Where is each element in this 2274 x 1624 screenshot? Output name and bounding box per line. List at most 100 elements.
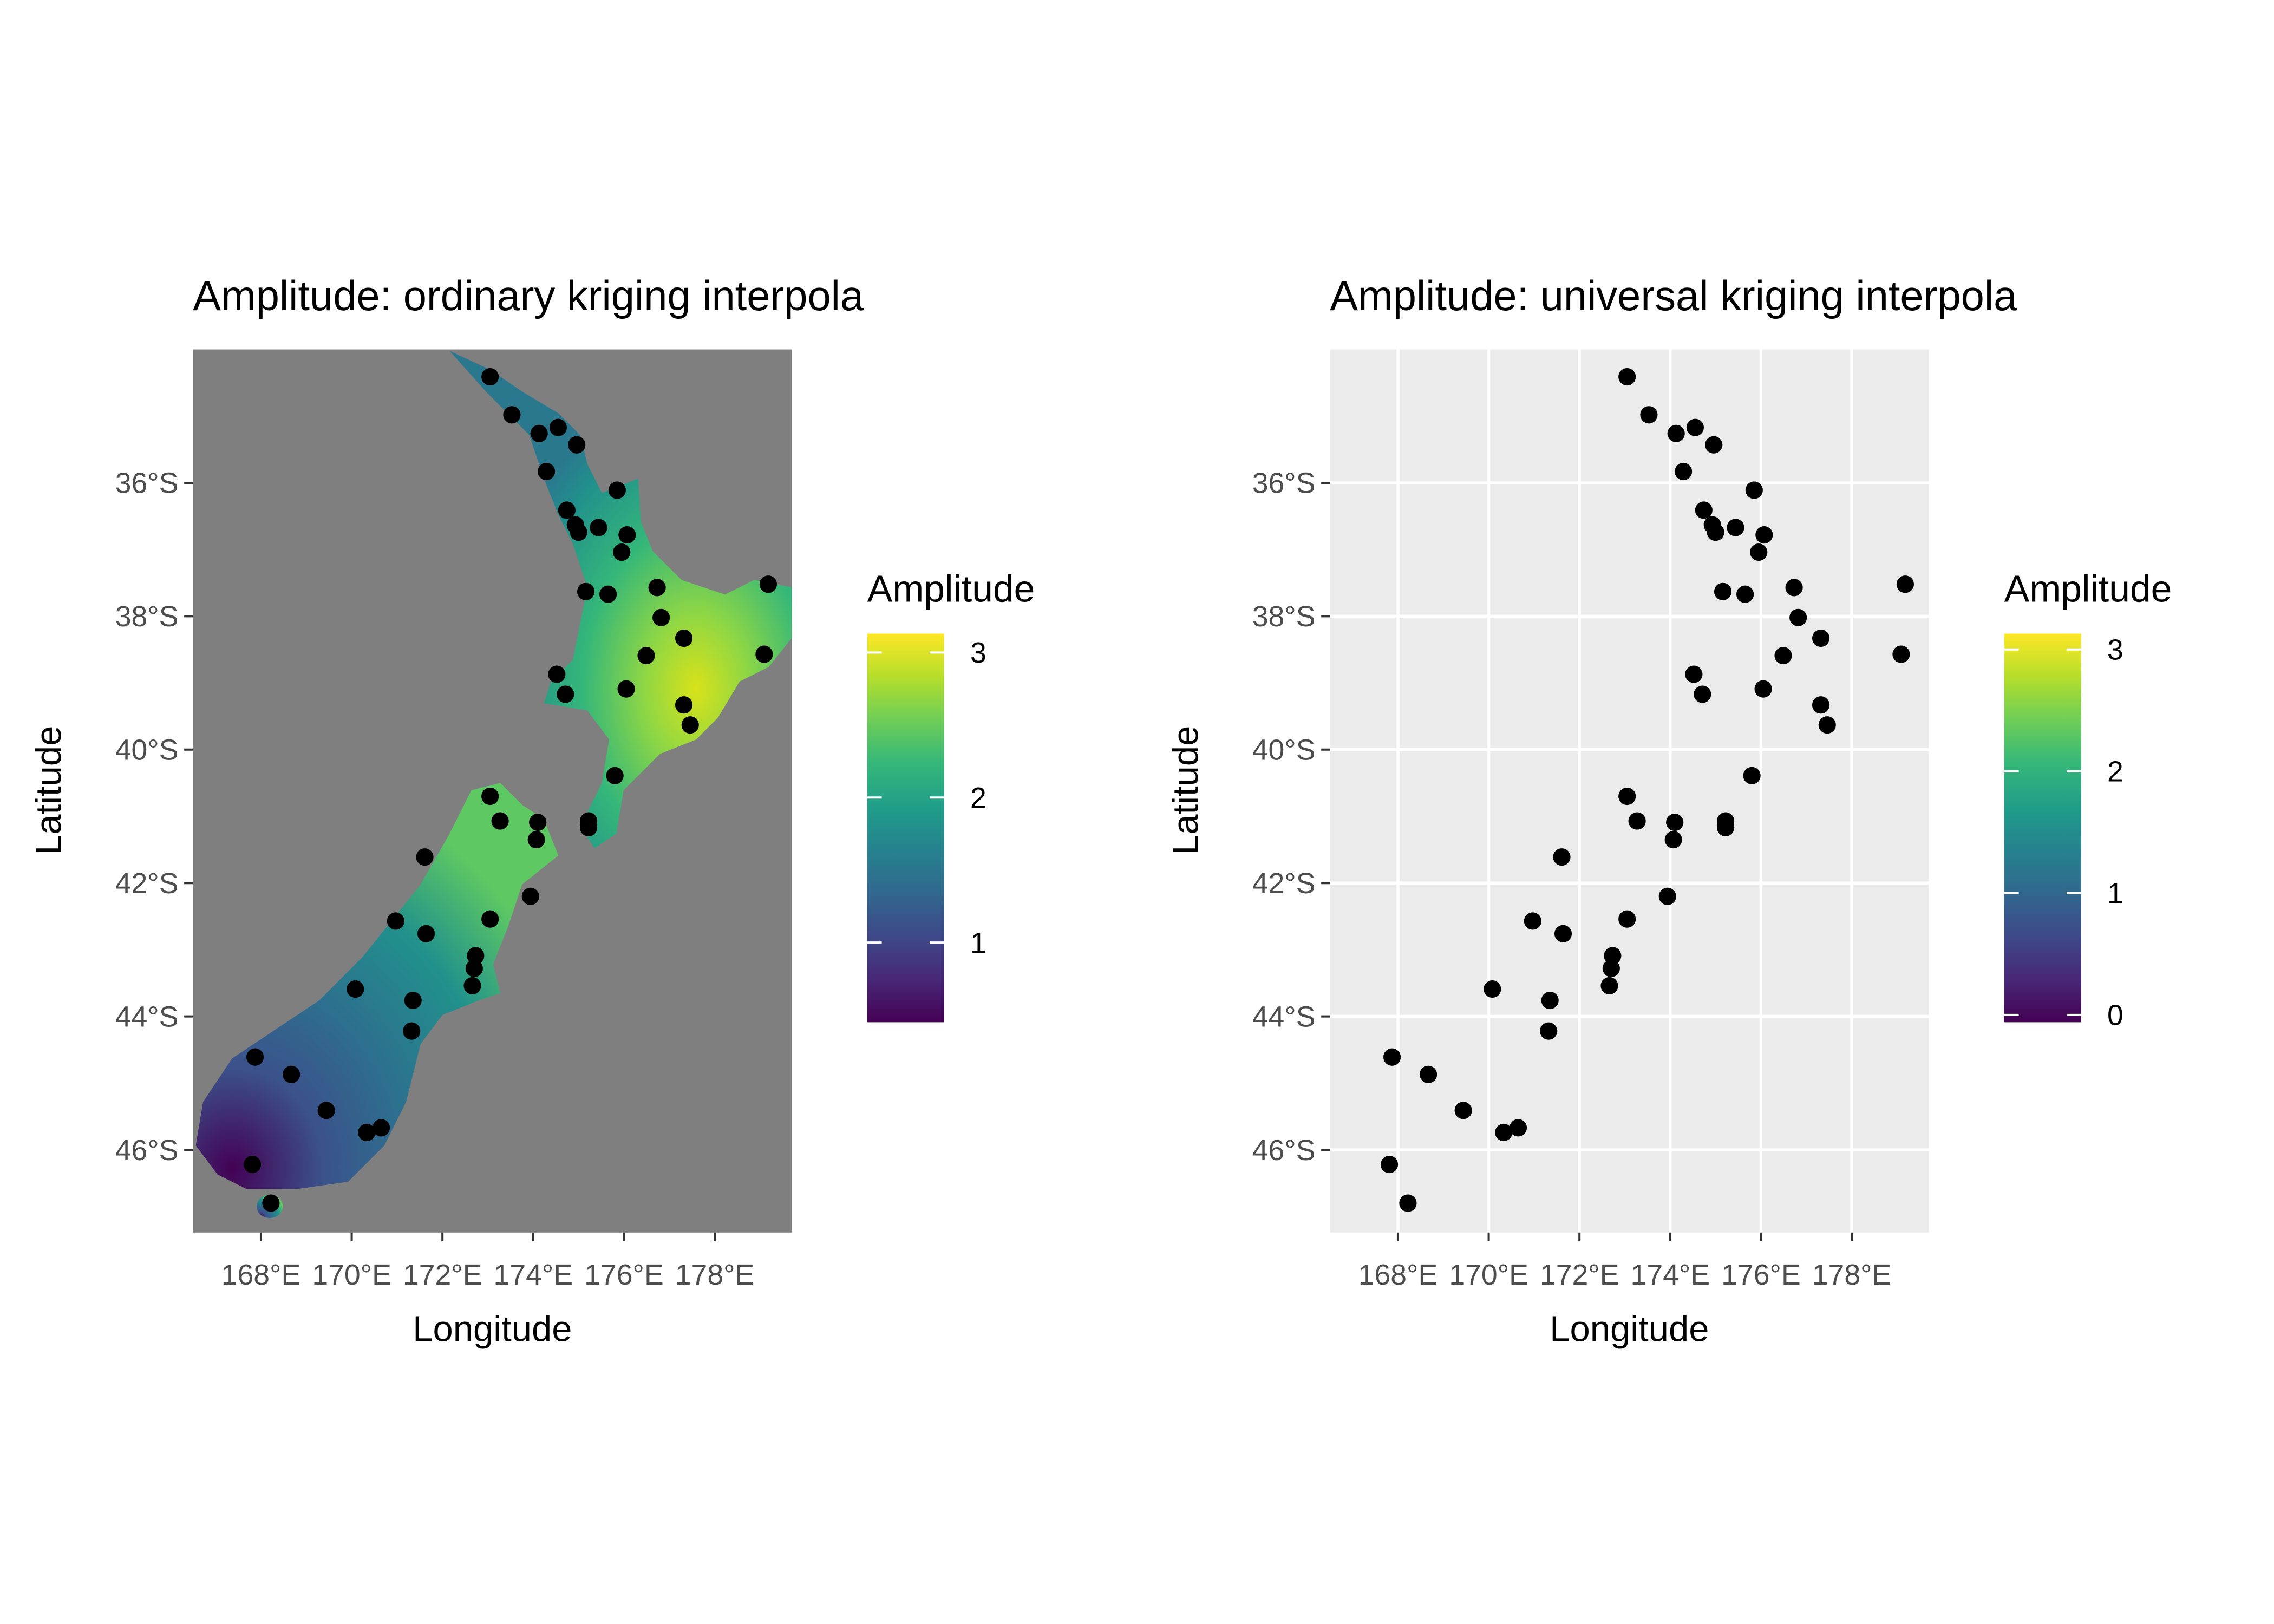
station-point bbox=[416, 848, 434, 866]
station-point bbox=[527, 831, 545, 849]
station-point bbox=[599, 585, 617, 603]
legend-label: 2 bbox=[970, 782, 986, 814]
station-point bbox=[548, 665, 566, 683]
station-point bbox=[1818, 716, 1836, 734]
y-tick-label: 40°S bbox=[1252, 735, 1316, 767]
station-point bbox=[283, 1065, 300, 1083]
station-point bbox=[613, 543, 631, 561]
station-point bbox=[755, 645, 773, 663]
station-point bbox=[648, 579, 666, 597]
station-point bbox=[1694, 685, 1711, 703]
station-point bbox=[1789, 608, 1807, 626]
station-point bbox=[557, 685, 574, 703]
y-tick-label: 36°S bbox=[115, 468, 179, 500]
station-point bbox=[1383, 1048, 1401, 1066]
station-point bbox=[652, 608, 670, 626]
x-tick-label: 170°E bbox=[312, 1259, 391, 1291]
station-point bbox=[1667, 424, 1685, 442]
y-tick-label: 38°S bbox=[1252, 601, 1316, 633]
station-point bbox=[463, 977, 481, 994]
station-point bbox=[1812, 696, 1830, 714]
station-point bbox=[1524, 912, 1541, 930]
station-point bbox=[491, 812, 509, 830]
station-point bbox=[1399, 1194, 1417, 1212]
station-point bbox=[1754, 680, 1772, 698]
station-point bbox=[1664, 831, 1682, 849]
station-point bbox=[465, 959, 483, 977]
station-point bbox=[637, 646, 655, 665]
legend-colorbar bbox=[867, 633, 944, 1023]
station-point bbox=[1755, 526, 1773, 544]
legend-label: 0 bbox=[2107, 1000, 2123, 1032]
station-point bbox=[577, 582, 595, 600]
x-axis-label: Longitude bbox=[413, 1309, 572, 1350]
station-point bbox=[617, 680, 635, 698]
station-point bbox=[759, 575, 777, 593]
station-point bbox=[549, 418, 567, 436]
station-point bbox=[1736, 585, 1754, 603]
y-tick-label: 44°S bbox=[115, 1001, 179, 1033]
station-point bbox=[1812, 629, 1830, 647]
station-point bbox=[1745, 481, 1763, 499]
station-point bbox=[1495, 1123, 1513, 1142]
station-point bbox=[1628, 812, 1646, 830]
station-point bbox=[1666, 813, 1684, 831]
station-point bbox=[606, 767, 624, 784]
legend-label: 3 bbox=[2107, 634, 2123, 666]
station-point bbox=[347, 980, 364, 998]
y-tick-label: 42°S bbox=[115, 868, 179, 900]
station-point bbox=[262, 1194, 280, 1212]
station-point bbox=[404, 991, 422, 1010]
y-tick-label: 38°S bbox=[115, 601, 179, 633]
x-tick-label: 172°E bbox=[403, 1259, 482, 1291]
x-tick-label: 172°E bbox=[1540, 1259, 1619, 1291]
station-point bbox=[1618, 368, 1636, 386]
station-point bbox=[675, 696, 693, 714]
station-point bbox=[317, 1102, 335, 1119]
station-point bbox=[579, 818, 598, 836]
station-point bbox=[1707, 523, 1724, 541]
station-point bbox=[1685, 665, 1703, 683]
y-axis-label: Latitude bbox=[29, 726, 69, 855]
y-tick-label: 46°S bbox=[115, 1135, 179, 1167]
title-group: Amplitude: ordinary kriging interpola bbox=[193, 273, 864, 319]
y-tick-label: 36°S bbox=[1252, 468, 1316, 500]
station-point bbox=[1714, 582, 1732, 600]
station-point bbox=[1658, 887, 1676, 905]
station-point bbox=[403, 1022, 421, 1040]
station-point bbox=[608, 481, 626, 499]
station-point bbox=[1454, 1102, 1472, 1119]
station-point bbox=[1541, 991, 1559, 1010]
station-point bbox=[417, 925, 435, 942]
station-point bbox=[372, 1119, 390, 1137]
title-group: Amplitude: universal kriging interpola bbox=[1330, 273, 2017, 319]
station-point bbox=[467, 947, 485, 965]
station-point bbox=[558, 501, 576, 519]
legend-label: 2 bbox=[2107, 756, 2123, 788]
panel-title: Amplitude: universal kriging interpola bbox=[1330, 273, 2017, 319]
x-tick-label: 176°E bbox=[1721, 1259, 1801, 1291]
map-panel: Amplitude: universal kriging interpola 16… bbox=[1166, 273, 2172, 1349]
station-point bbox=[358, 1123, 376, 1142]
legend-label: 1 bbox=[2107, 878, 2123, 910]
station-point bbox=[1554, 925, 1572, 942]
legend-title: Amplitude bbox=[2004, 568, 2172, 610]
station-point bbox=[1420, 1065, 1437, 1083]
x-axis-label: Longitude bbox=[1550, 1309, 1709, 1350]
x-tick-label: 168°E bbox=[221, 1259, 301, 1291]
x-tick-label: 174°E bbox=[1631, 1259, 1710, 1291]
station-point bbox=[521, 887, 539, 905]
x-tick-label: 170°E bbox=[1449, 1259, 1528, 1291]
station-point bbox=[1695, 501, 1713, 519]
station-point bbox=[568, 436, 586, 454]
station-point bbox=[243, 1156, 262, 1174]
station-point bbox=[1618, 910, 1636, 928]
station-point bbox=[1509, 1119, 1527, 1137]
station-point bbox=[1774, 646, 1792, 665]
station-point bbox=[481, 368, 499, 386]
station-point bbox=[1750, 543, 1768, 561]
station-point bbox=[675, 629, 693, 647]
station-point bbox=[387, 912, 404, 930]
